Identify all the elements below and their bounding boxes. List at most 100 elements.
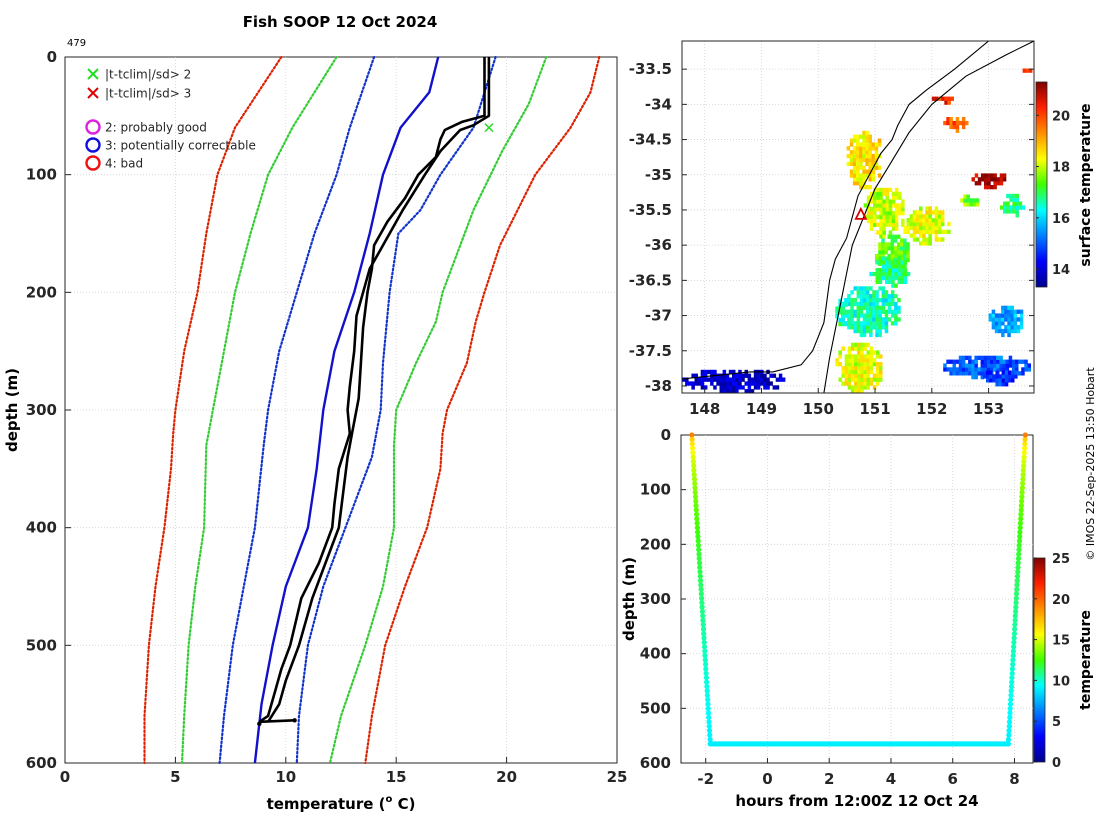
sst-pixel [894,211,899,216]
track-point [1020,467,1026,473]
sst-pixel [700,385,705,390]
track-point [1009,675,1015,681]
sst-pixel [980,177,985,182]
sst-pixel [987,177,991,182]
sst-pixel [878,332,882,338]
track-point [1014,582,1020,588]
sst-pixel [900,238,904,243]
sst-pixel [1011,363,1016,368]
sst-pixel [903,229,907,234]
sst-pixel [865,286,870,291]
sst-pixel [863,385,867,390]
sst-pixel [998,382,1002,387]
sst-pixel [944,100,948,105]
sst-pixel [881,301,886,307]
sst-pixel [1002,177,1007,182]
sst-pixel [997,313,1002,318]
sst-pixel [900,271,905,277]
track-point [1013,595,1019,601]
track-point [700,622,706,628]
sst-pixel [852,165,857,170]
sst-pixel [894,305,898,310]
sst-pixel [854,373,858,378]
sst-pixel [937,214,942,219]
track-point [1010,653,1016,659]
sst-pixel [901,203,905,208]
sst-pixel [863,203,868,208]
track-point [1022,432,1028,438]
sst-pixel [952,367,956,372]
sst-pixel [856,154,860,159]
track-point [1007,706,1013,712]
sst-pixel [885,207,889,212]
sst-pixel [847,373,852,378]
sst-pixel [856,313,861,318]
sst-pixel [897,271,901,277]
sst-pixel [1014,374,1018,379]
track-point [701,631,707,637]
series-profile-2 [267,57,486,723]
sst-pixel [859,146,863,151]
sst-pixel [857,346,861,351]
sst-pixel [1007,305,1011,310]
sst-pixel [769,373,773,378]
sst-pixel [931,96,936,101]
sst-pixel [949,124,953,130]
sst-pixel [925,241,929,246]
sst-pixel [1011,367,1016,372]
sst-pixel [854,385,858,390]
map-y-tick-label: -36 [645,236,672,254]
sst-pixel [879,195,883,200]
sst-pixel [722,389,727,393]
sst-pixel [753,381,758,386]
sst-pixel [1019,325,1024,330]
sst-pixel [999,363,1003,368]
legend-label: 3: potentially correctable [105,139,256,153]
sst-pixel [897,264,901,269]
track-point [697,569,703,575]
sst-pixel [980,359,985,364]
sst-pixel [922,221,926,227]
track-point [1007,714,1013,721]
sst-pixel [865,150,869,155]
map-axes-frame [681,40,1035,394]
sst-pixel [869,325,873,330]
sst-pixel [977,177,982,182]
sst-pixel [876,222,880,227]
sst-pixel [700,377,705,382]
sst-pixel [850,301,854,307]
sst-pixel [871,146,876,151]
sst-pixel [888,264,892,269]
sst-pixel [952,120,956,126]
sst-pixel [847,385,852,390]
sst-pixel [891,268,895,273]
sst-pixel [869,191,874,196]
sst-pixel [1013,317,1018,322]
sst-pixel [1015,205,1019,210]
sst-pixel [852,173,857,178]
sst-pixel [849,173,854,178]
track-point [1014,578,1020,584]
sst-pixel [937,237,942,242]
sst-pixel [722,385,727,390]
sst-pixel [685,381,689,386]
sst-pixel [897,275,901,281]
track-point [695,542,702,548]
sst-pixel [966,202,970,207]
sst-pixel [969,202,974,207]
sst-pixel [847,325,851,330]
track-point [1006,719,1013,725]
sst-pixel [869,365,874,371]
sst-pixel [925,214,929,219]
sst-pixel [894,226,899,231]
sst-pixel [999,177,1004,182]
sst-pixel [763,381,767,386]
sst-pixel [876,207,880,212]
sst-pixel [944,229,948,234]
sst-pixel [991,317,996,322]
sst-pixel [868,169,872,174]
sst-pixel [928,237,932,242]
sst-pixel [874,150,879,155]
track-point [1013,608,1019,615]
sst-pixel [958,367,963,372]
